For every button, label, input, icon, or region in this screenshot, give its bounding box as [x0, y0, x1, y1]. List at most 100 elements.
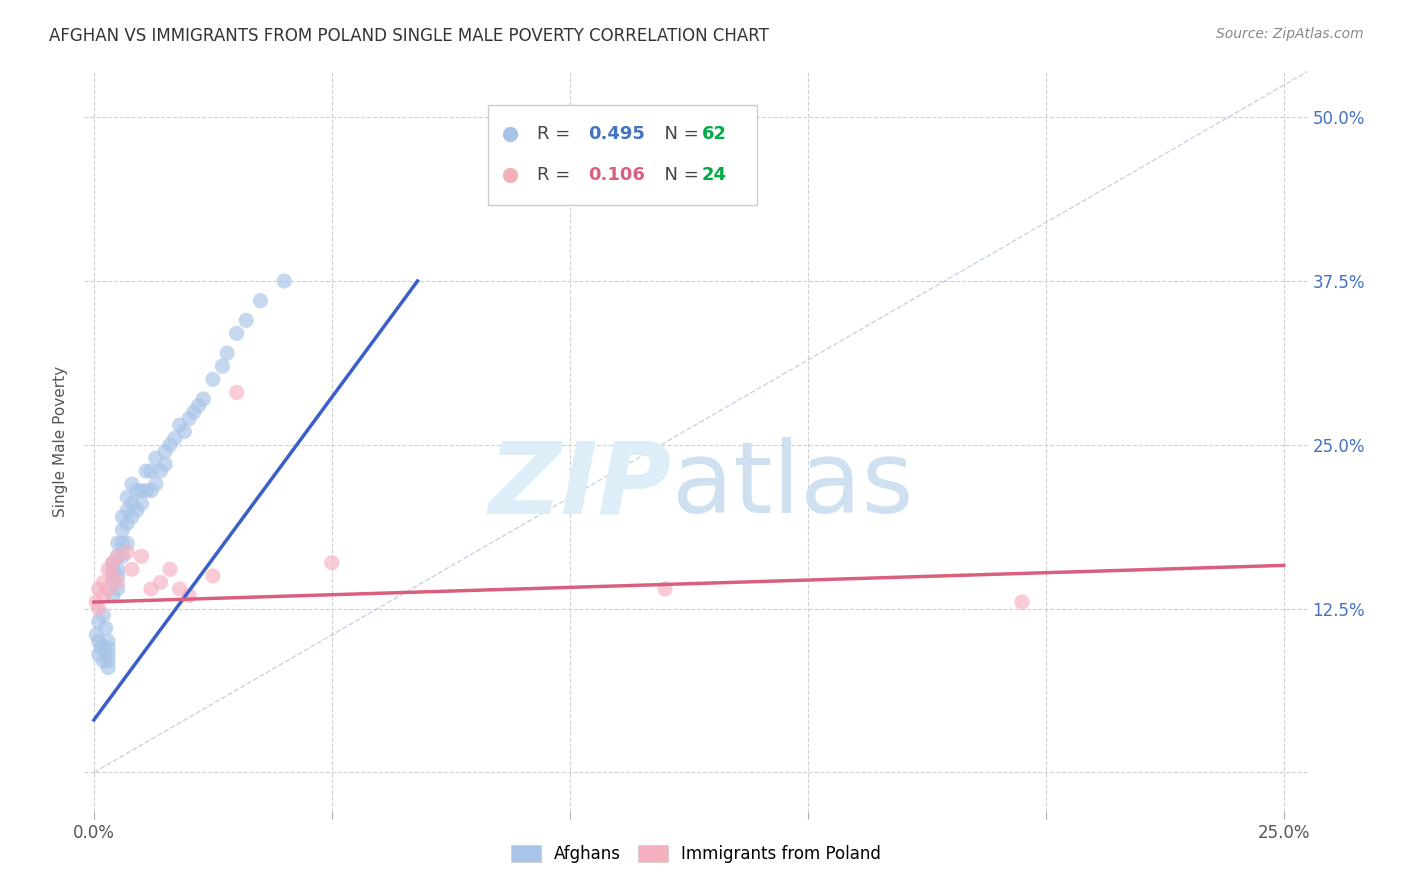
- Point: [183, 405, 205, 419]
- Point: [101, 556, 124, 570]
- Point: [121, 509, 143, 524]
- Point: [93, 640, 115, 655]
- Point: [654, 582, 676, 596]
- Point: [177, 411, 200, 425]
- Point: [107, 536, 129, 550]
- Text: atlas: atlas: [672, 437, 912, 534]
- Point: [155, 444, 177, 458]
- Y-axis label: Single Male Poverty: Single Male Poverty: [53, 366, 69, 517]
- Point: [131, 549, 153, 564]
- Point: [111, 549, 134, 564]
- Point: [111, 509, 134, 524]
- Point: [107, 575, 129, 590]
- Point: [273, 274, 295, 288]
- Point: [173, 425, 195, 439]
- Point: [93, 589, 115, 603]
- Point: [97, 654, 120, 668]
- Point: [107, 549, 129, 564]
- Point: [321, 556, 343, 570]
- Point: [217, 346, 239, 360]
- Point: [121, 497, 143, 511]
- Point: [139, 483, 162, 498]
- Point: [131, 483, 153, 498]
- Point: [121, 477, 143, 491]
- Point: [145, 450, 167, 465]
- Text: Source: ZipAtlas.com: Source: ZipAtlas.com: [1216, 27, 1364, 41]
- Point: [107, 582, 129, 596]
- Point: [101, 562, 124, 576]
- Point: [159, 562, 181, 576]
- Point: [149, 575, 172, 590]
- Point: [93, 654, 115, 668]
- Text: 0.495: 0.495: [588, 125, 645, 144]
- Point: [125, 483, 148, 498]
- Point: [131, 497, 153, 511]
- Text: 24: 24: [702, 166, 727, 184]
- Point: [101, 589, 124, 603]
- Point: [155, 458, 177, 472]
- Point: [107, 549, 129, 564]
- Point: [201, 569, 224, 583]
- Text: ZIP: ZIP: [488, 437, 672, 534]
- Point: [159, 438, 181, 452]
- Point: [97, 562, 120, 576]
- Point: [111, 523, 134, 537]
- Point: [97, 640, 120, 655]
- Point: [115, 536, 138, 550]
- Point: [84, 628, 107, 642]
- Point: [139, 582, 162, 596]
- Point: [115, 545, 138, 559]
- Text: N =: N =: [654, 125, 704, 144]
- Point: [249, 293, 271, 308]
- Point: [1011, 595, 1033, 609]
- Point: [97, 660, 120, 674]
- Point: [87, 634, 110, 648]
- Point: [84, 595, 107, 609]
- Point: [225, 326, 247, 341]
- Point: [135, 483, 157, 498]
- Point: [149, 464, 172, 478]
- Point: [93, 575, 115, 590]
- Text: 62: 62: [702, 125, 727, 144]
- Point: [101, 569, 124, 583]
- Text: R =: R =: [537, 166, 576, 184]
- Point: [121, 562, 143, 576]
- Point: [93, 608, 115, 623]
- Text: 0.106: 0.106: [588, 166, 645, 184]
- Point: [169, 582, 191, 596]
- Point: [97, 634, 120, 648]
- Point: [193, 392, 215, 406]
- Point: [145, 477, 167, 491]
- Point: [163, 431, 186, 445]
- Point: [87, 615, 110, 629]
- Point: [97, 582, 120, 596]
- Point: [135, 464, 157, 478]
- Point: [125, 503, 148, 517]
- Point: [169, 418, 191, 433]
- Legend: Afghans, Immigrants from Poland: Afghans, Immigrants from Poland: [505, 838, 887, 870]
- Point: [107, 562, 129, 576]
- Point: [97, 648, 120, 662]
- Text: N =: N =: [654, 166, 704, 184]
- Point: [225, 385, 247, 400]
- Point: [87, 648, 110, 662]
- Point: [115, 490, 138, 504]
- Point: [101, 556, 124, 570]
- Point: [115, 503, 138, 517]
- Point: [139, 464, 162, 478]
- Point: [187, 399, 209, 413]
- Point: [235, 313, 257, 327]
- Point: [201, 372, 224, 386]
- Point: [177, 589, 200, 603]
- Point: [211, 359, 233, 374]
- Point: [90, 640, 112, 655]
- Point: [107, 569, 129, 583]
- Point: [101, 575, 124, 590]
- Point: [87, 582, 110, 596]
- FancyBboxPatch shape: [488, 104, 758, 204]
- Point: [87, 601, 110, 615]
- Point: [94, 621, 117, 635]
- Point: [115, 516, 138, 531]
- Text: R =: R =: [537, 125, 576, 144]
- Text: AFGHAN VS IMMIGRANTS FROM POLAND SINGLE MALE POVERTY CORRELATION CHART: AFGHAN VS IMMIGRANTS FROM POLAND SINGLE …: [49, 27, 769, 45]
